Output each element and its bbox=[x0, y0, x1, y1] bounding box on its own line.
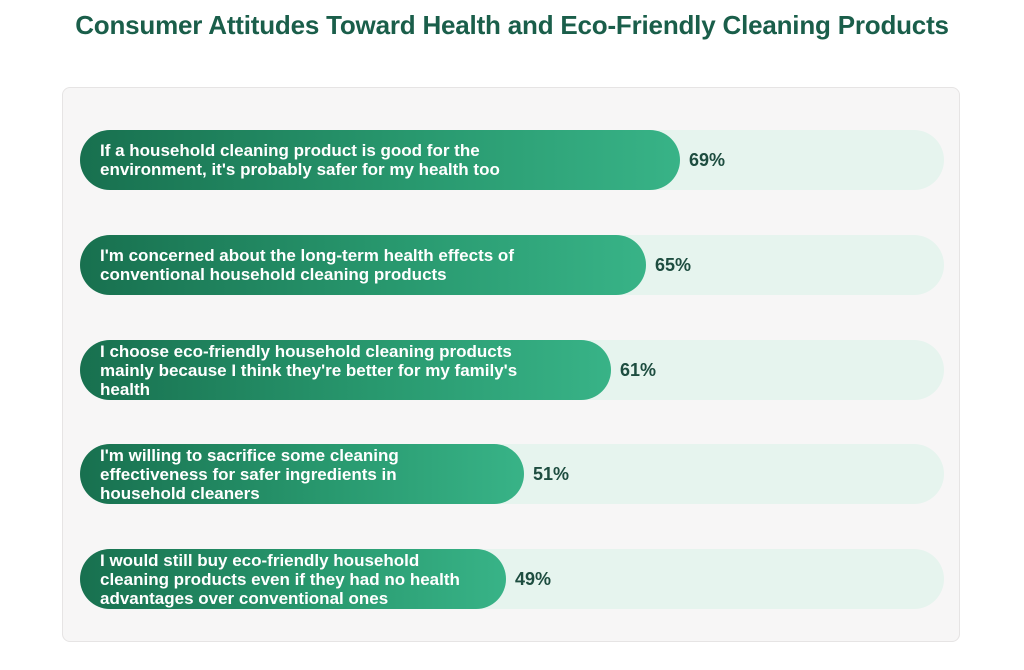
bar-category-label: I would still buy eco-friendly household… bbox=[100, 550, 460, 608]
bar-value-label: 65% bbox=[655, 254, 692, 275]
bar-row: I would still buy eco-friendly household… bbox=[80, 549, 944, 609]
bar bbox=[80, 235, 646, 295]
bar-row: I choose eco-friendly household cleaning… bbox=[80, 340, 944, 400]
bar bbox=[80, 130, 680, 190]
bar-row: I'm willing to sacrifice some cleaning e… bbox=[80, 444, 944, 504]
bar-value-label: 61% bbox=[620, 359, 657, 380]
bar-category-label: If a household cleaning product is good … bbox=[100, 141, 500, 179]
bar-value-label: 49% bbox=[515, 568, 552, 589]
bar-value-label: 51% bbox=[533, 463, 570, 484]
bar-category-label: I'm concerned about the long-term health… bbox=[100, 246, 514, 284]
bar bbox=[80, 549, 506, 609]
bar-row: If a household cleaning product is good … bbox=[80, 130, 944, 190]
bar-category-label: I'm willing to sacrifice some cleaning e… bbox=[100, 445, 399, 503]
bar-category-label: I choose eco-friendly household cleaning… bbox=[100, 341, 518, 399]
bar-value-label: 69% bbox=[689, 149, 726, 170]
bar bbox=[80, 444, 524, 504]
bar-row: I'm concerned about the long-term health… bbox=[80, 235, 944, 295]
bar bbox=[80, 340, 611, 400]
chart-title: Consumer Attitudes Toward Health and Eco… bbox=[75, 10, 949, 40]
